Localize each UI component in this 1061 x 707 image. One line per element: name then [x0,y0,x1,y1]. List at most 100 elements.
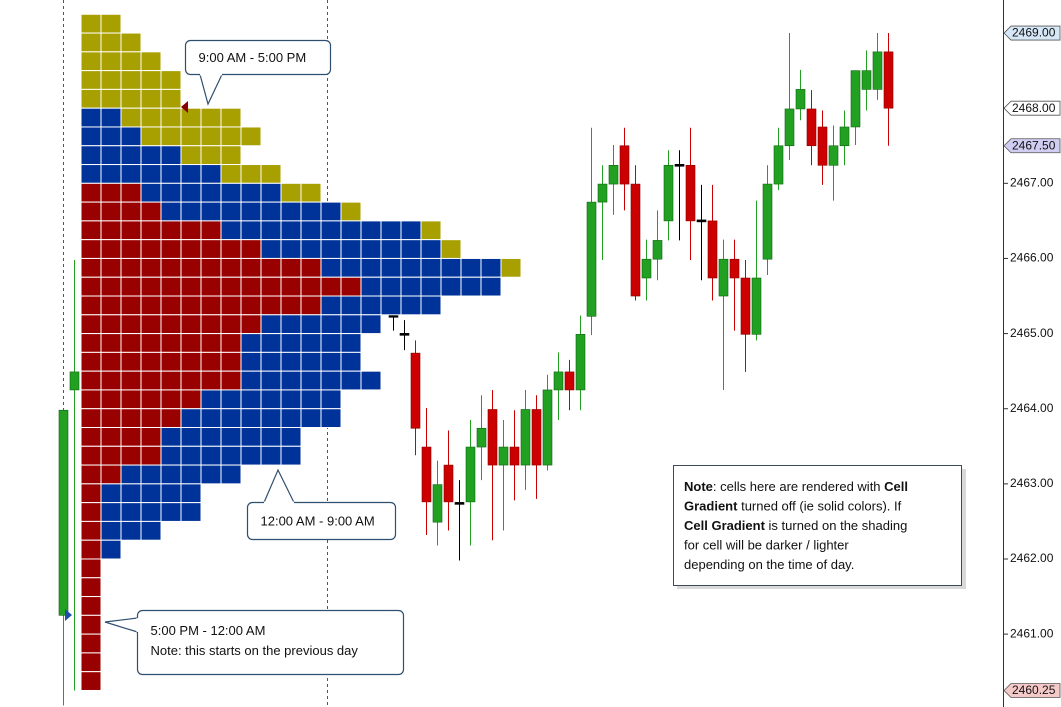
candle-body [883,51,894,109]
profile-segment [100,520,162,541]
candle-body [564,371,575,391]
note-text-segment: : cells here are rendered with [713,479,884,494]
price-marker-label: 2468.00 [1012,101,1056,115]
candle-body [674,163,685,167]
candle-body [806,108,817,147]
profile-segment [80,126,142,147]
callout-tail [199,74,223,106]
profile-segment [80,502,102,522]
candle-body [58,409,69,616]
profile-segment [500,257,522,278]
profile-segment [80,88,182,109]
price-axis: 2461.00 2462.00 2463.00 2464.00 2465.00 2466.… [1003,0,1061,707]
candle-body [784,108,795,147]
candle-body [410,352,421,429]
callout-text: 5:00 PM - 12:00 AM [151,623,266,638]
candle-body [751,277,762,335]
note-text: Note: cells here are rendered with Cell G… [684,479,908,572]
note-text-segment: Note [684,479,713,494]
candle-body [630,183,641,297]
candle-body [718,258,729,297]
candle-body [432,484,443,523]
candle-body [773,145,784,185]
price-marker [1003,100,1061,116]
callout-text: 9:00 AM - 5:00 PM [199,50,307,65]
candle-body [817,126,828,166]
price-marker-label: 2467.50 [1012,138,1056,152]
profile-segment [80,596,102,616]
profile-segment [100,539,122,560]
candle-body [443,464,454,503]
marker-arrow [181,101,188,113]
candle-body [696,219,707,223]
candle-body [476,427,487,448]
axis-background [1003,0,1061,707]
note-text-segment: depending on the time of day. [684,557,854,572]
candle-body [685,164,696,222]
profile-segment [100,483,202,504]
profile-segment [80,558,102,579]
profile-segment [80,577,102,598]
candle-body [861,70,872,90]
candle-body [421,446,432,503]
candle-body [498,446,509,466]
profile-segment [80,633,102,654]
note-line: Cell Gradient is turned on the shading [684,518,907,533]
profile-segment [160,445,302,466]
note-box: Note: cells here are rendered with Cell G… [673,465,966,589]
profile-segment [220,164,282,184]
callout-frame [136,609,405,676]
candle-body [641,258,652,279]
note-line: Gradient turned off (ie solid colors). I… [684,499,902,514]
candle-body [575,334,586,391]
profile-segment [340,201,362,222]
note-text-segment: turned off (ie solid colors). If [737,499,901,514]
y-tick-label: 2463.00 [1010,476,1054,490]
profile-segment [320,257,502,278]
candle-body [465,446,476,503]
candle-body [509,446,520,466]
profile-segment [80,314,262,335]
note-line: for cell will be darker / lighter [684,538,849,553]
candle-body [839,126,850,147]
price-marker [1003,683,1061,698]
y-tick-label: 2461.00 [1010,626,1054,640]
price-marker-label: 2460.25 [1012,683,1056,697]
profile-segment [80,539,102,560]
profile-segment [80,239,262,259]
candle-body [828,145,839,166]
profile [80,13,522,691]
profile-segment [80,652,102,673]
y-tick-label: 2465.00 [1010,326,1054,340]
candle-body [729,258,740,279]
candle-body [652,240,663,260]
y-tick-label: 2466.00 [1010,251,1054,265]
candle-body [619,145,630,185]
candle-body [454,502,465,505]
profile-segment [80,220,222,241]
profile-segment [80,483,102,504]
candle-body [707,220,718,279]
profile-segment [160,201,342,222]
profile-segment [100,502,202,522]
profile-segment [80,70,182,90]
y-tick-label: 2467.00 [1010,175,1054,189]
profile-segment [80,164,222,184]
candle-body [597,183,608,203]
candle-body [663,164,674,222]
candle-body [531,409,542,466]
callout-tail [263,468,295,503]
note-text-segment: Cell [884,479,908,494]
profile-segment [140,182,282,203]
note-text-segment: Gradient [684,499,738,514]
profile-segment [160,427,302,447]
profile-segment [200,389,342,410]
price-marker-label: 2469.00 [1012,26,1056,40]
candle-body [69,371,80,391]
profile-segment [80,614,102,635]
candle-body [850,70,861,128]
profile-segment [80,408,182,429]
candles [58,33,894,706]
candle-body [872,51,883,90]
